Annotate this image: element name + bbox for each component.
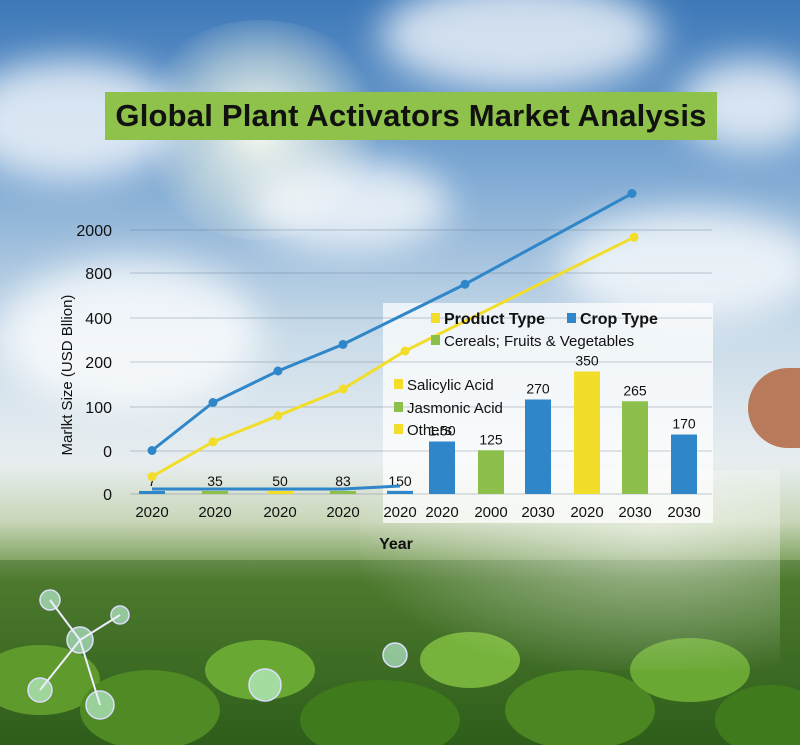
legend-label: Product Type [444, 311, 545, 328]
bar [139, 491, 165, 494]
bar [429, 441, 455, 494]
legend-label: Cereals; Fruits & Vegetables [444, 333, 634, 350]
x-tick-label: 2020 [326, 504, 359, 521]
bar [671, 434, 697, 494]
y-tick-label: 400 [85, 311, 112, 328]
x-tick-label: 2020 [383, 504, 416, 521]
x-tick-label: 2020 [198, 504, 231, 521]
bar [330, 491, 356, 494]
series-point [273, 411, 283, 421]
x-tick-label: 2030 [521, 504, 554, 521]
bar [525, 399, 551, 494]
base-series-line [152, 484, 401, 491]
bar-value-label: 270 [526, 381, 550, 397]
y-tick-label: 0 [103, 487, 112, 504]
legend-label: Crop Type [580, 311, 658, 328]
cloud [380, 0, 660, 90]
bar-value-label: 83 [335, 473, 351, 489]
y-tick-label: 2000 [76, 223, 112, 240]
bar [622, 401, 648, 494]
bar [574, 371, 600, 494]
legend-swatch [567, 313, 576, 323]
bar [387, 490, 413, 494]
legend-swatch [394, 402, 403, 412]
x-tick-label: 2020 [135, 504, 168, 521]
legend-swatch [394, 424, 403, 434]
x-tick-label: 2020 [425, 504, 458, 521]
x-tick-label: 2020 [570, 504, 603, 521]
y-tick-label: 200 [85, 355, 112, 372]
series-point [627, 189, 637, 198]
bar-value-label: 1.50 [428, 423, 455, 439]
legend-swatch [394, 379, 403, 389]
series-point [629, 232, 639, 242]
legend-swatch [431, 313, 440, 323]
series-point [338, 384, 348, 394]
bar-value-label: 265 [623, 382, 647, 398]
series-line [151, 192, 633, 452]
x-tick-label: 2020 [263, 504, 296, 521]
chart-title: Global Plant Activators Market Analysis [115, 98, 707, 133]
series-point [400, 346, 410, 356]
series-point [273, 366, 283, 376]
bar [202, 491, 228, 494]
title-banner: Global Plant Activators Market Analysis [105, 92, 717, 140]
series-point [208, 398, 218, 407]
bar-value-label: 125 [479, 431, 503, 447]
bar-value-label: 350 [575, 353, 599, 369]
legend-label: Jasmonic Acid [407, 400, 503, 417]
x-tick-label: 2030 [618, 504, 651, 521]
x-axis-label: Year [379, 536, 413, 553]
series-point [208, 437, 218, 447]
y-tick-label: 0 [103, 444, 112, 461]
series-point [460, 279, 470, 289]
series-point [147, 446, 157, 455]
legend-label: Others [407, 422, 452, 439]
series-line [151, 235, 635, 478]
series-point [147, 472, 157, 482]
cloud [250, 160, 450, 250]
y-tick-label: 800 [85, 266, 112, 283]
series-point [338, 339, 348, 349]
y-tick-label: 100 [85, 400, 112, 417]
legend-label: Salicylic Acid [407, 377, 494, 394]
cloud [0, 260, 260, 410]
legend-swatch [431, 335, 440, 345]
bar-value-label: 170 [672, 416, 696, 432]
bar-value-label: 50 [272, 473, 288, 489]
bar [267, 491, 293, 494]
bar-value-label: 35 [207, 473, 223, 489]
x-tick-label: 2030 [667, 504, 700, 521]
cloud [560, 210, 800, 320]
bar [478, 450, 504, 494]
x-tick-label: 2000 [474, 504, 507, 521]
y-axis-label: Marlkt Size (USD Bllion) [59, 295, 76, 456]
